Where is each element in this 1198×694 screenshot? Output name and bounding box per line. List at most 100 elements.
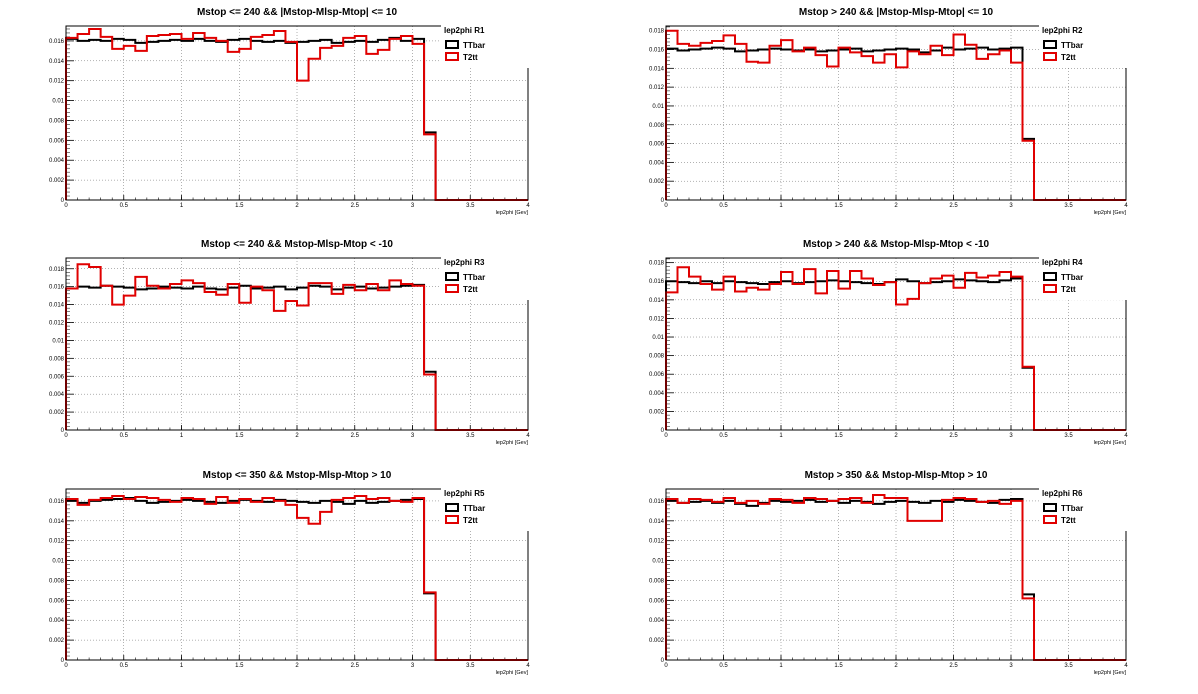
- y-tick-label: 0.01: [52, 99, 64, 105]
- chart-title: Mstop > 240 && Mstop-Mlsp-Mtop < -10: [803, 239, 990, 250]
- series-line-t2tt: [665, 266, 1126, 431]
- y-tick-label: 0.006: [49, 598, 65, 604]
- y-tick-label: 0.002: [649, 179, 665, 185]
- y-tick-label: 0.008: [49, 118, 65, 124]
- legend-entry-ttbar: TTbar: [463, 504, 485, 513]
- x-tick-label: 0: [64, 203, 68, 209]
- y-tick-label: 0.014: [649, 298, 665, 304]
- x-tick-label: 4: [526, 203, 530, 209]
- chart-panel-5: 0 0.5 1 1.5 2 2.5 3 3.5 4 0 0.002 0.004 0.006 0.008 0.…: [49, 470, 530, 676]
- y-tick-label: 0.016: [649, 48, 665, 54]
- legend-swatch-t2tt: [1043, 52, 1057, 61]
- x-tick-label: 1.5: [834, 203, 843, 209]
- x-tick-label: 4: [526, 433, 530, 439]
- x-tick-label: 4: [1124, 433, 1128, 439]
- y-tick-label: 0.004: [649, 618, 665, 624]
- chart-panel-2: 0 0.5 1 1.5 2 2.5 3 3.5 4 0 0.002 0.004 0.006 0.008 0.…: [649, 7, 1128, 216]
- y-tick-label: 0.014: [49, 59, 65, 65]
- x-tick-label: 3: [411, 433, 415, 439]
- chart-panel-6: 0 0.5 1 1.5 2 2.5 3 3.5 4 0 0.002 0.004 0.006 0.008 0.…: [649, 470, 1128, 676]
- x-tick-label: 0.5: [120, 663, 129, 669]
- x-tick-label: 1.5: [235, 433, 244, 439]
- x-tick-label: 1: [180, 203, 184, 209]
- chart-title: Mstop <= 350 && Mstop-Mlsp-Mtop > 10: [203, 470, 392, 481]
- y-tick-label: 0.006: [649, 142, 665, 148]
- x-tick-label: 4: [526, 663, 530, 669]
- legend-swatch-ttbar: [1043, 503, 1057, 512]
- series-line-t2tt: [65, 263, 528, 431]
- y-tick-label: 0.002: [49, 638, 65, 644]
- y-tick-label: 0.014: [649, 519, 665, 525]
- y-tick-label: 0.01: [652, 104, 664, 110]
- y-tick-label: 0.016: [49, 499, 65, 505]
- x-tick-label: 2: [894, 663, 898, 669]
- x-tick-label: 1.5: [834, 433, 843, 439]
- legend-swatch-t2tt: [1043, 284, 1057, 293]
- x-tick-label: 0: [664, 433, 668, 439]
- plot-frame: [665, 257, 1127, 431]
- x-tick-label: 3: [1009, 663, 1013, 669]
- x-tick-label: 3: [411, 203, 415, 209]
- y-tick-label: 0: [61, 428, 65, 434]
- x-tick-label: 3: [1009, 203, 1013, 209]
- panel-label: lep2phi R5: [444, 489, 485, 498]
- x-tick-label: 0.5: [719, 203, 728, 209]
- series-line-t2tt: [65, 27, 528, 201]
- y-tick-label: 0.008: [649, 123, 665, 129]
- series-line-t2tt: [665, 493, 1126, 661]
- y-tick-label: 0.008: [49, 356, 65, 362]
- legend-swatch-ttbar: [445, 40, 459, 49]
- y-tick-label: 0.002: [649, 638, 665, 644]
- x-axis-label: lep2phi [Gev]: [1094, 440, 1127, 446]
- y-tick-label: 0.012: [49, 539, 65, 545]
- x-tick-label: 0.5: [120, 433, 129, 439]
- x-tick-label: 1: [779, 203, 783, 209]
- x-tick-label: 2.5: [351, 203, 360, 209]
- x-tick-label: 0.5: [120, 203, 129, 209]
- y-tick-label: 0.012: [649, 85, 665, 91]
- x-tick-label: 2: [295, 663, 299, 669]
- x-tick-label: 3.5: [1064, 203, 1073, 209]
- x-tick-label: 2.5: [351, 663, 360, 669]
- x-axis-label: lep2phi [Gev]: [496, 440, 529, 446]
- x-tick-label: 3: [411, 663, 415, 669]
- plot-frame: [65, 257, 529, 431]
- x-tick-label: 1: [180, 433, 184, 439]
- chart-title: Mstop > 240 && |Mstop-Mlsp-Mtop| <= 10: [799, 7, 994, 18]
- x-tick-label: 3.5: [466, 663, 475, 669]
- x-tick-label: 1.5: [235, 663, 244, 669]
- legend-swatch-t2tt: [445, 52, 459, 61]
- x-tick-label: 1.5: [235, 203, 244, 209]
- legend-entry-ttbar: TTbar: [1061, 504, 1083, 513]
- y-tick-label: 0.004: [49, 392, 65, 398]
- legend-entry-t2tt: T2tt: [463, 285, 478, 294]
- x-axis-label: lep2phi [Gev]: [1094, 670, 1127, 676]
- y-tick-label: 0.016: [49, 285, 65, 291]
- legend-swatch-ttbar: [445, 272, 459, 281]
- chart-title: Mstop <= 240 && Mstop-Mlsp-Mtop < -10: [201, 239, 393, 250]
- y-tick-label: 0.012: [49, 79, 65, 85]
- x-tick-label: 3.5: [1064, 663, 1073, 669]
- y-tick-label: 0.008: [49, 578, 65, 584]
- panel-label: lep2phi R3: [444, 258, 485, 267]
- y-tick-label: 0.006: [49, 138, 65, 144]
- x-tick-label: 2: [295, 203, 299, 209]
- plot-frame: [665, 25, 1127, 201]
- y-tick-label: 0.018: [49, 267, 65, 273]
- y-tick-label: 0.018: [649, 261, 665, 267]
- x-tick-label: 0: [664, 663, 668, 669]
- x-tick-label: 0: [64, 663, 68, 669]
- y-tick-label: 0.004: [49, 618, 65, 624]
- series-line-t2tt: [665, 29, 1126, 201]
- legend-entry-t2tt: T2tt: [463, 53, 478, 62]
- legend-swatch-ttbar: [1043, 40, 1057, 49]
- y-tick-label: 0: [61, 658, 65, 664]
- legend-swatch-ttbar: [1043, 272, 1057, 281]
- panel-label: lep2phi R6: [1042, 489, 1083, 498]
- y-tick-label: 0.01: [652, 335, 664, 341]
- y-tick-label: 0.01: [52, 338, 64, 344]
- x-tick-label: 3.5: [466, 433, 475, 439]
- x-tick-label: 3.5: [1064, 433, 1073, 439]
- chart-panel-1: 0 0.5 1 1.5 2 2.5 3 3.5 4 0 0.002 0.004 0.006 0.008 0.…: [49, 7, 530, 216]
